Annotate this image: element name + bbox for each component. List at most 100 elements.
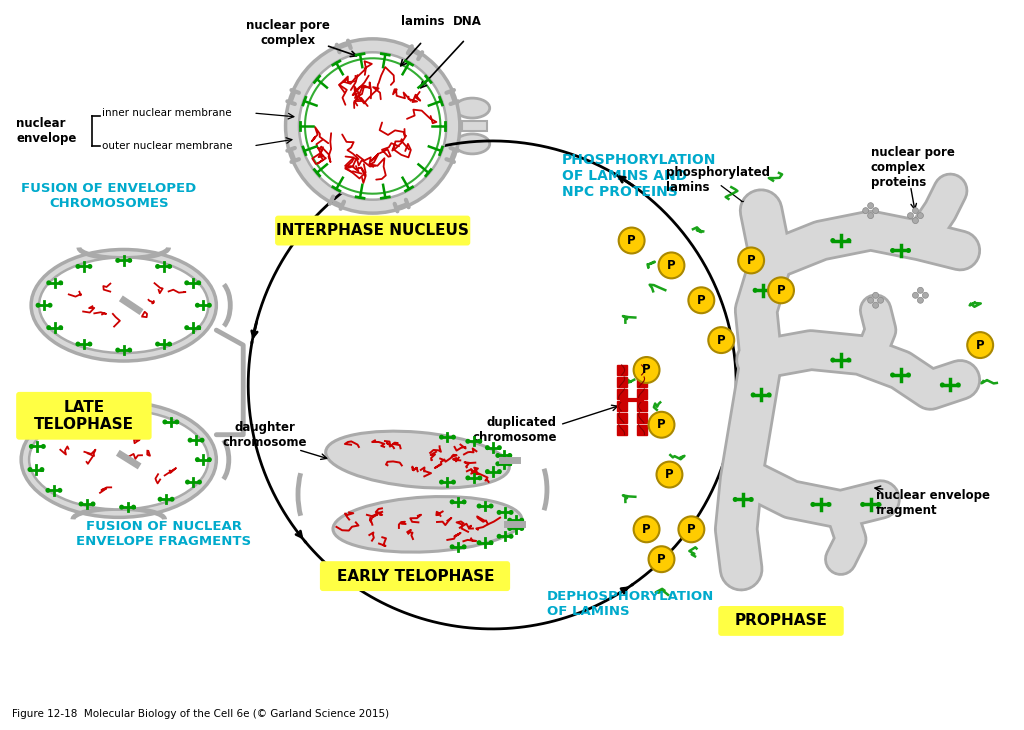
Circle shape <box>488 504 494 509</box>
Circle shape <box>497 534 502 539</box>
Circle shape <box>87 342 92 347</box>
Text: P: P <box>717 334 726 347</box>
Circle shape <box>862 207 868 214</box>
Circle shape <box>912 218 919 223</box>
Circle shape <box>485 445 489 450</box>
Circle shape <box>519 526 524 531</box>
Circle shape <box>940 383 945 388</box>
Polygon shape <box>616 412 627 423</box>
Circle shape <box>49 424 54 429</box>
Text: DNA: DNA <box>453 15 481 28</box>
Circle shape <box>439 480 444 485</box>
Circle shape <box>918 297 924 303</box>
Text: lamins: lamins <box>400 15 444 28</box>
Circle shape <box>618 228 644 253</box>
Circle shape <box>830 358 836 363</box>
Circle shape <box>872 207 879 214</box>
Circle shape <box>709 327 734 353</box>
Circle shape <box>497 469 502 474</box>
Text: DEPHOSPHORYLATION
OF LAMINS: DEPHOSPHORYLATION OF LAMINS <box>547 590 714 618</box>
Ellipse shape <box>333 496 522 552</box>
Ellipse shape <box>455 134 489 154</box>
Text: P: P <box>668 259 676 272</box>
Text: LATE
TELOPHASE: LATE TELOPHASE <box>34 399 134 432</box>
Circle shape <box>918 288 924 293</box>
Circle shape <box>749 497 754 502</box>
Circle shape <box>476 540 481 545</box>
Text: EARLY TELOPHASE: EARLY TELOPHASE <box>337 569 495 583</box>
Circle shape <box>968 332 993 358</box>
Circle shape <box>96 412 101 417</box>
Circle shape <box>923 292 929 299</box>
Circle shape <box>61 424 67 429</box>
Polygon shape <box>616 377 627 387</box>
Circle shape <box>688 288 715 313</box>
Ellipse shape <box>31 250 216 361</box>
Text: P: P <box>697 293 706 307</box>
Circle shape <box>648 412 675 438</box>
Circle shape <box>195 457 200 462</box>
Polygon shape <box>637 365 646 375</box>
Polygon shape <box>616 389 627 399</box>
Text: P: P <box>687 523 695 536</box>
Circle shape <box>846 238 851 243</box>
Circle shape <box>119 504 124 510</box>
Circle shape <box>872 302 879 308</box>
Text: daughter
chromosome: daughter chromosome <box>223 420 307 449</box>
Circle shape <box>125 410 130 415</box>
Ellipse shape <box>326 431 509 488</box>
Ellipse shape <box>39 258 208 353</box>
Circle shape <box>890 372 895 377</box>
Text: inner nuclear membrane: inner nuclear membrane <box>101 108 231 118</box>
Circle shape <box>451 434 456 439</box>
Text: outer nuclear membrane: outer nuclear membrane <box>101 141 232 151</box>
Circle shape <box>733 497 737 502</box>
Circle shape <box>197 480 202 485</box>
Text: Figure 12-18  Molecular Biology of the Cell 6e (© Garland Science 2015): Figure 12-18 Molecular Biology of the Ce… <box>12 709 389 718</box>
Text: P: P <box>657 418 666 431</box>
Circle shape <box>507 453 512 458</box>
Circle shape <box>872 292 879 299</box>
Bar <box>462 121 487 131</box>
Text: P: P <box>746 254 756 267</box>
Circle shape <box>87 264 92 269</box>
Circle shape <box>84 412 89 417</box>
Circle shape <box>195 303 200 308</box>
Circle shape <box>46 325 51 330</box>
Circle shape <box>860 502 865 507</box>
Polygon shape <box>637 425 646 434</box>
Circle shape <box>450 545 455 549</box>
Circle shape <box>58 325 63 330</box>
Circle shape <box>47 303 52 308</box>
Circle shape <box>912 207 919 214</box>
Text: INTERPHASE NUCLEUS: INTERPHASE NUCLEUS <box>276 223 469 238</box>
FancyBboxPatch shape <box>16 392 152 439</box>
Circle shape <box>507 461 512 466</box>
Circle shape <box>497 445 502 450</box>
Text: P: P <box>642 523 651 536</box>
Polygon shape <box>637 401 646 411</box>
Circle shape <box>496 453 501 458</box>
Circle shape <box>465 439 470 444</box>
Circle shape <box>137 410 142 415</box>
Circle shape <box>768 277 794 303</box>
Circle shape <box>57 488 62 493</box>
Circle shape <box>476 504 481 509</box>
Text: P: P <box>642 364 651 377</box>
Circle shape <box>826 502 831 507</box>
Circle shape <box>906 248 911 253</box>
Circle shape <box>906 372 911 377</box>
Circle shape <box>207 303 212 308</box>
Ellipse shape <box>29 410 208 510</box>
Circle shape <box>955 383 961 388</box>
Circle shape <box>200 438 205 442</box>
Text: duplicated
chromosome: duplicated chromosome <box>472 415 557 444</box>
Circle shape <box>738 247 764 273</box>
Text: FUSION OF NUCLEAR
ENVELOPE FRAGMENTS: FUSION OF NUCLEAR ENVELOPE FRAGMENTS <box>76 520 251 548</box>
Circle shape <box>634 516 659 542</box>
Circle shape <box>867 203 873 209</box>
Circle shape <box>907 212 913 218</box>
Polygon shape <box>637 389 646 399</box>
Circle shape <box>509 510 514 515</box>
Circle shape <box>753 288 758 293</box>
